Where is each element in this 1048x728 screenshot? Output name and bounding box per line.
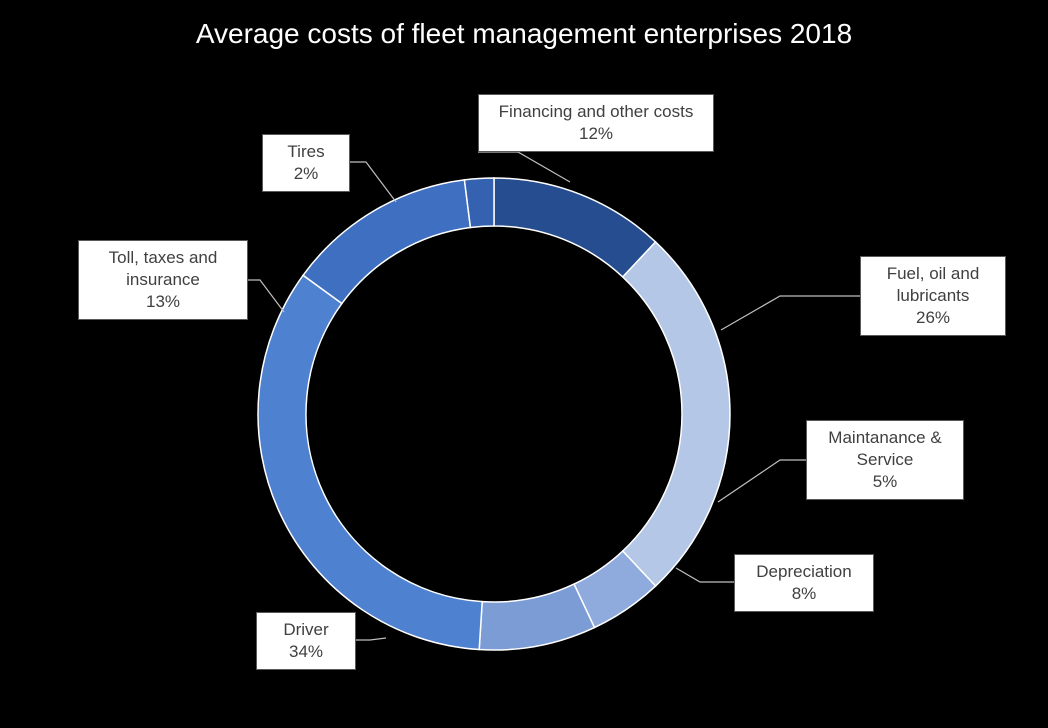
callout-percent: 26% <box>875 307 991 329</box>
donut-segment-1 <box>623 242 730 586</box>
callout-box-2: Maintanance & Service5% <box>806 420 964 500</box>
chart-container: Average costs of fleet management enterp… <box>0 0 1048 728</box>
callout-percent: 2% <box>277 163 335 185</box>
callout-label: Toll, taxes and insurance <box>93 247 233 291</box>
donut-segment-3 <box>479 584 594 650</box>
leader-line-6 <box>350 162 396 202</box>
callout-percent: 8% <box>749 583 859 605</box>
callout-label: Fuel, oil and lubricants <box>875 263 991 307</box>
callout-box-4: Driver34% <box>256 612 356 670</box>
callout-box-0: Financing and other costs12% <box>478 94 714 152</box>
callout-box-3: Depreciation8% <box>734 554 874 612</box>
donut-segment-6 <box>464 178 494 227</box>
leader-line-1 <box>721 296 860 330</box>
leader-line-3 <box>676 568 734 582</box>
donut-segment-0 <box>494 178 656 277</box>
callout-label: Financing and other costs <box>493 101 699 123</box>
callout-box-1: Fuel, oil and lubricants26% <box>860 256 1006 336</box>
callout-label: Tires <box>277 141 335 163</box>
donut-segment-4 <box>258 275 482 649</box>
callout-percent: 34% <box>271 641 341 663</box>
callout-box-5: Toll, taxes and insurance13% <box>78 240 248 320</box>
donut-segment-5 <box>303 180 470 304</box>
callout-percent: 5% <box>821 471 949 493</box>
leader-line-2 <box>718 460 806 502</box>
callout-percent: 12% <box>493 123 699 145</box>
callout-percent: 13% <box>93 291 233 313</box>
callout-label: Maintanance & Service <box>821 427 949 471</box>
leader-line-5 <box>248 280 284 312</box>
callout-box-6: Tires2% <box>262 134 350 192</box>
callout-label: Driver <box>271 619 341 641</box>
leader-line-4 <box>356 638 386 640</box>
callout-label: Depreciation <box>749 561 859 583</box>
